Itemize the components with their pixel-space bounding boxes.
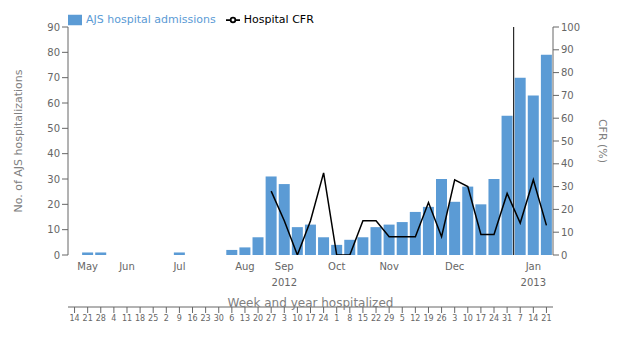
html-text:Hospital CFR: Hospital CFR <box>243 13 314 26</box>
svg-text:21: 21 <box>83 314 93 323</box>
svg-text:9: 9 <box>177 314 182 323</box>
svg-text:100: 100 <box>561 22 580 33</box>
svg-text:10: 10 <box>47 224 60 235</box>
svg-text:70: 70 <box>561 90 574 101</box>
svg-text:7: 7 <box>518 314 523 323</box>
svg-text:Jun: Jun <box>118 261 135 272</box>
svg-text:40: 40 <box>561 158 574 169</box>
svg-text:14: 14 <box>528 314 538 323</box>
svg-text:3: 3 <box>452 314 457 323</box>
svg-text:22: 22 <box>371 314 381 323</box>
svg-text:4: 4 <box>111 314 116 323</box>
svg-text:20: 20 <box>253 314 263 323</box>
svg-text:25: 25 <box>148 314 158 323</box>
svg-text:16: 16 <box>187 314 197 323</box>
svg-text:30: 30 <box>561 181 574 192</box>
svg-text:10: 10 <box>463 314 473 323</box>
svg-text:27: 27 <box>266 314 276 323</box>
svg-text:29: 29 <box>384 314 394 323</box>
svg-text:CFR (%): CFR (%) <box>596 119 609 163</box>
svg-text:17: 17 <box>305 314 315 323</box>
svg-text:14: 14 <box>69 314 79 323</box>
svg-text:26: 26 <box>436 314 446 323</box>
svg-text:30: 30 <box>47 174 60 185</box>
svg-text:5: 5 <box>400 314 405 323</box>
svg-text:20: 20 <box>47 199 60 210</box>
svg-text:19: 19 <box>423 314 433 323</box>
svg-text:28: 28 <box>96 314 106 323</box>
svg-text:23: 23 <box>201 314 211 323</box>
svg-text:21: 21 <box>541 314 551 323</box>
svg-text:0: 0 <box>561 250 567 261</box>
svg-text:Dec: Dec <box>445 261 464 272</box>
svg-text:24: 24 <box>489 314 499 323</box>
svg-text:No. of AJS hospitalizations: No. of AJS hospitalizations <box>12 69 25 212</box>
svg-text:Aug: Aug <box>235 261 255 272</box>
svg-text:Week and year hospitalized: Week and year hospitalized <box>228 296 394 310</box>
svg-text:60: 60 <box>561 113 574 124</box>
svg-text:2: 2 <box>164 314 169 323</box>
svg-text:31: 31 <box>502 314 512 323</box>
svg-text:Jan: Jan <box>525 261 541 272</box>
svg-text:12: 12 <box>410 314 420 323</box>
svg-text:Nov: Nov <box>379 261 399 272</box>
svg-text:30: 30 <box>214 314 224 323</box>
svg-text:15: 15 <box>358 314 368 323</box>
svg-text:20: 20 <box>561 204 574 215</box>
svg-text:80: 80 <box>47 47 60 58</box>
svg-text:1: 1 <box>334 314 339 323</box>
svg-text:70: 70 <box>47 72 60 83</box>
svg-text:Sep: Sep <box>275 261 294 272</box>
svg-text:80: 80 <box>561 67 574 78</box>
svg-text:17: 17 <box>476 314 486 323</box>
svg-text:90: 90 <box>47 22 60 33</box>
svg-text:8: 8 <box>347 314 352 323</box>
svg-text:2012: 2012 <box>272 277 297 288</box>
svg-text:Jul: Jul <box>172 261 185 272</box>
svg-text:24: 24 <box>319 314 329 323</box>
svg-text:0: 0 <box>54 250 60 261</box>
svg-text:10: 10 <box>561 227 574 238</box>
svg-text:13: 13 <box>240 314 250 323</box>
svg-text:6: 6 <box>229 314 234 323</box>
svg-text:Oct: Oct <box>328 261 345 272</box>
svg-text:40: 40 <box>47 148 60 159</box>
html-text:AJS hospital admissions: AJS hospital admissions <box>86 13 216 26</box>
svg-text:50: 50 <box>561 136 574 147</box>
svg-text:18: 18 <box>135 314 145 323</box>
svg-text:90: 90 <box>561 44 574 55</box>
svg-text:60: 60 <box>47 98 60 109</box>
svg-text:3: 3 <box>282 314 287 323</box>
svg-text:10: 10 <box>292 314 302 323</box>
svg-text:May: May <box>77 261 98 272</box>
svg-text:11: 11 <box>122 314 132 323</box>
svg-text:50: 50 <box>47 123 60 134</box>
svg-text:2013: 2013 <box>521 277 546 288</box>
